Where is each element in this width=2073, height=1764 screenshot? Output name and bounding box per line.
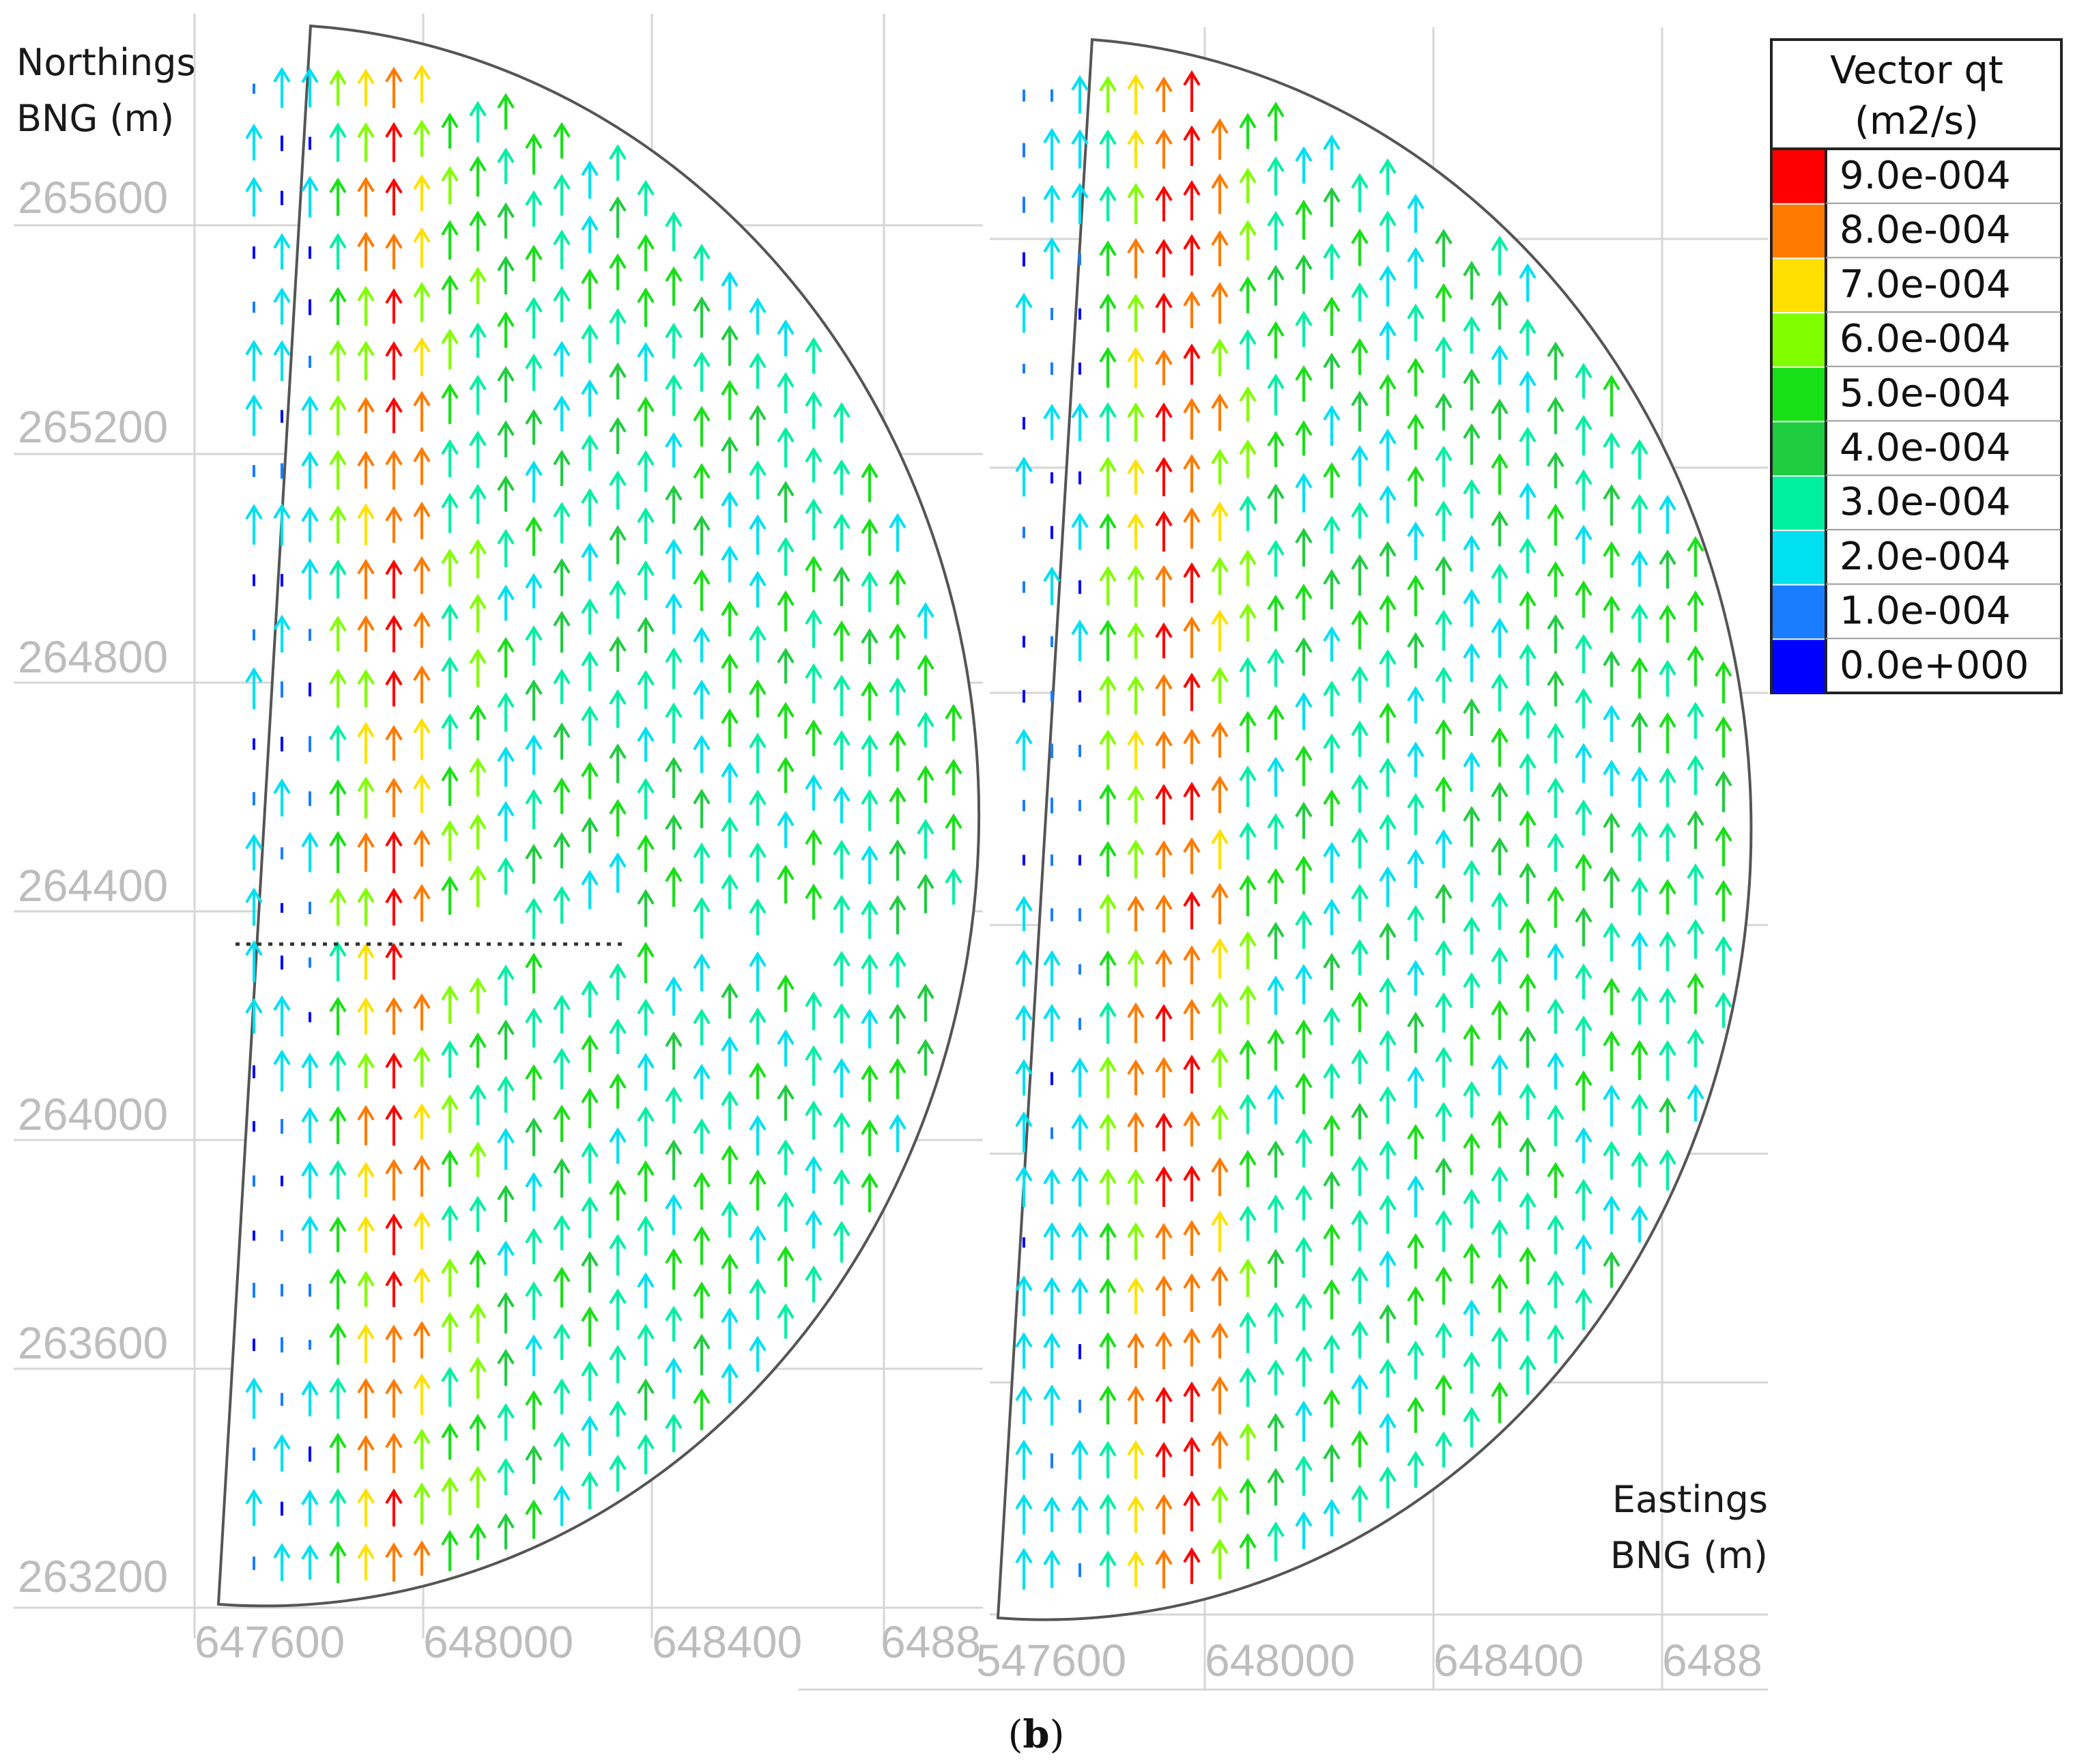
color-legend: Vector qt (m2/s) 9.0e-004 8.0e-004 7.0e-00… xyxy=(1770,38,2063,694)
legend-title-line2: (m2/s) xyxy=(1855,99,1979,143)
legend-label: 1.0e-004 xyxy=(1840,589,2011,634)
legend-swatch xyxy=(1773,640,1825,693)
y-tick-label: 263600 xyxy=(18,1318,168,1368)
x-tick-label: 6488 xyxy=(881,1617,981,1667)
legend-label: 4.0e-004 xyxy=(1840,426,2011,470)
x-axis-label-line1: Eastings xyxy=(1612,1478,1768,1521)
legend-label: 2.0e-004 xyxy=(1840,535,2011,579)
legend-swatch xyxy=(1773,313,1825,367)
x-tick-label: 648400 xyxy=(1433,1635,1584,1685)
legend-label: 7.0e-004 xyxy=(1840,262,2011,307)
right-x-axis-label: Eastings BNG (m) xyxy=(1610,1478,1768,1577)
y-tick-label: 265600 xyxy=(18,172,168,223)
right-x-tick-labels: 547600 648000 648400 6488 xyxy=(976,1635,1762,1685)
legend-label: 5.0e-004 xyxy=(1840,371,2011,416)
left-y-axis-label: Northings BNG (m) xyxy=(16,41,196,140)
left-model-domain xyxy=(216,24,981,1608)
legend-title-line1: Vector qt xyxy=(1830,48,2003,93)
legend-swatch xyxy=(1773,204,1825,258)
legend-label: 0.0e+000 xyxy=(1840,643,2029,687)
y-tick-label: 264800 xyxy=(18,631,168,682)
left-flow-vectors xyxy=(245,64,962,1583)
figure-caption: (b) xyxy=(1008,1712,1065,1757)
legend-label: 9.0e-004 xyxy=(1840,154,2011,198)
legend-label: 8.0e-004 xyxy=(1840,208,2011,253)
x-tick-label: 648000 xyxy=(1205,1635,1355,1685)
y-tick-label: 264400 xyxy=(18,860,168,911)
y-axis-label-line2: BNG (m) xyxy=(16,97,174,140)
right-panel: Eastings BNG (m) 547600 648000 648400 64… xyxy=(799,27,1768,1691)
x-tick-label: 547600 xyxy=(976,1635,1126,1685)
caption-close: ) xyxy=(1050,1713,1065,1757)
legend-label: 6.0e-004 xyxy=(1840,317,2011,361)
x-tick-label: 648400 xyxy=(652,1617,802,1667)
caption-open: ( xyxy=(1008,1713,1023,1757)
right-flow-vectors xyxy=(1015,70,1732,1590)
y-tick-label: 264000 xyxy=(18,1089,168,1139)
legend-label: 3.0e-004 xyxy=(1840,480,2011,524)
legend-swatch xyxy=(1773,585,1825,639)
left-panel: Northings BNG (m) 265600 265200 264800 2… xyxy=(14,14,983,1667)
right-model-domain xyxy=(996,38,1753,1621)
left-x-tick-labels: 647600 648000 648400 6488 xyxy=(195,1617,981,1667)
x-tick-label: 6488 xyxy=(1662,1635,1762,1685)
legend-swatch xyxy=(1773,150,1825,203)
legend-swatch xyxy=(1773,259,1825,313)
x-axis-label-line2: BNG (m) xyxy=(1610,1534,1768,1577)
y-axis-label-line1: Northings xyxy=(16,41,196,84)
x-tick-label: 648000 xyxy=(423,1617,573,1667)
caption-letter: b xyxy=(1023,1712,1049,1757)
y-tick-label: 263200 xyxy=(18,1551,168,1602)
legend-swatch xyxy=(1773,422,1825,476)
left-y-tick-labels: 265600 265200 264800 264400 264000 26360… xyxy=(18,172,168,1602)
legend-swatch xyxy=(1773,530,1825,584)
x-tick-label: 647600 xyxy=(195,1617,345,1667)
y-tick-label: 265200 xyxy=(18,401,168,452)
legend-swatch xyxy=(1773,476,1825,530)
legend-rows: 9.0e-004 8.0e-004 7.0e-004 6.0e-004 5.0e-004… xyxy=(1773,150,2061,693)
legend-swatch xyxy=(1773,367,1825,421)
